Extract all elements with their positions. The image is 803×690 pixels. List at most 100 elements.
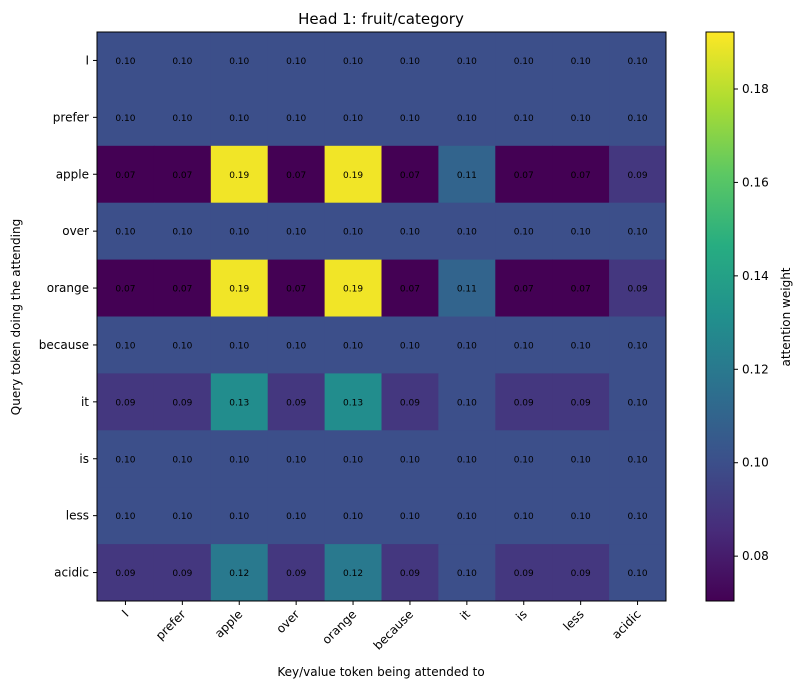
cell-value-label: 0.10 xyxy=(229,455,249,465)
heatmap-cell xyxy=(324,544,382,602)
heatmap-cell xyxy=(495,430,553,488)
heatmap-cell xyxy=(609,487,667,545)
cell-value-label: 0.09 xyxy=(172,569,192,579)
y-tick-label: it xyxy=(81,395,89,409)
cell-value-label: 0.09 xyxy=(400,398,420,408)
cell-value-label: 0.09 xyxy=(286,569,306,579)
heatmap-cell xyxy=(552,259,610,317)
cell-value-label: 0.09 xyxy=(571,398,591,408)
heatmap-cell xyxy=(210,145,269,204)
cell-value-label: 0.07 xyxy=(571,285,591,295)
colorbar-gradient xyxy=(706,32,734,601)
cell-value-label: 0.09 xyxy=(514,398,534,408)
cell-value-label: 0.10 xyxy=(286,228,306,238)
heatmap-cell xyxy=(97,430,155,488)
heatmap-cell xyxy=(552,32,610,90)
heatmap-cell xyxy=(324,88,382,147)
heatmap-cell xyxy=(324,430,382,488)
heatmap-cell xyxy=(381,145,439,204)
cell-value-label: 0.10 xyxy=(628,512,648,522)
colorbar-tick-label: 0.10 xyxy=(742,456,769,470)
cell-value-label: 0.10 xyxy=(286,512,306,522)
heatmap-cell xyxy=(153,430,212,488)
x-tick-label: it xyxy=(457,607,473,623)
cell-value-label: 0.11 xyxy=(457,285,477,295)
heatmap-cell xyxy=(552,145,610,204)
colorbar-tick-label: 0.12 xyxy=(742,362,769,376)
chart-title: Head 1: fruit/category xyxy=(298,10,464,28)
cell-value-label: 0.10 xyxy=(514,341,534,351)
y-tick-label: acidic xyxy=(54,566,89,580)
x-tick-label: acidic xyxy=(609,607,644,642)
cell-value-label: 0.10 xyxy=(115,455,135,465)
cell-value-label: 0.09 xyxy=(400,569,420,579)
heatmap-cell xyxy=(267,487,326,545)
cell-value-label: 0.10 xyxy=(229,341,249,351)
heatmap-cell xyxy=(381,430,439,488)
heatmap-cell xyxy=(267,145,326,204)
cell-value-label: 0.19 xyxy=(343,285,363,295)
cell-value-label: 0.12 xyxy=(343,569,363,579)
cell-value-label: 0.10 xyxy=(400,228,420,238)
cell-value-label: 0.10 xyxy=(286,114,306,124)
cell-value-label: 0.10 xyxy=(343,114,363,124)
cell-value-label: 0.10 xyxy=(457,512,477,522)
heatmap-cell xyxy=(97,145,155,204)
colorbar-tick-label: 0.16 xyxy=(742,175,769,189)
cell-value-label: 0.10 xyxy=(172,341,192,351)
y-tick-label: I xyxy=(85,53,89,67)
cell-value-label: 0.10 xyxy=(457,57,477,67)
heatmap-cell xyxy=(324,316,382,374)
cell-value-label: 0.10 xyxy=(457,398,477,408)
x-tick-label: prefer xyxy=(153,607,189,643)
cell-value-label: 0.07 xyxy=(400,171,420,181)
cell-value-label: 0.10 xyxy=(514,228,534,238)
heatmap-cell xyxy=(210,544,269,602)
heatmap-cell xyxy=(97,487,155,545)
cell-value-label: 0.10 xyxy=(343,512,363,522)
heatmap-cell xyxy=(210,430,269,488)
heatmap-cell xyxy=(153,487,212,545)
colorbar-tick-label: 0.14 xyxy=(742,269,769,283)
cell-value-label: 0.07 xyxy=(571,171,591,181)
cell-value-label: 0.10 xyxy=(286,455,306,465)
heatmap-cell xyxy=(609,202,667,261)
cell-value-label: 0.07 xyxy=(400,285,420,295)
cell-value-label: 0.07 xyxy=(514,285,534,295)
heatmap-cell xyxy=(153,202,212,261)
heatmap-cell xyxy=(97,88,155,147)
heatmap-cell xyxy=(267,544,326,602)
heatmap-cell xyxy=(97,202,155,261)
cell-value-label: 0.10 xyxy=(628,455,648,465)
plot-frame xyxy=(96,31,667,602)
heatmap-cell xyxy=(495,316,553,374)
heatmap-cell xyxy=(552,88,610,147)
heatmap-cell xyxy=(495,487,553,545)
heatmap-cell xyxy=(97,32,155,90)
cell-value-label: 0.07 xyxy=(115,171,135,181)
cell-value-label: 0.10 xyxy=(115,114,135,124)
heatmap-cell xyxy=(438,202,496,261)
heatmap-cell xyxy=(552,544,610,602)
heatmap-cell xyxy=(609,88,667,147)
cell-value-label: 0.10 xyxy=(343,455,363,465)
heatmap-cell xyxy=(324,259,382,317)
heatmap-cell xyxy=(381,487,439,545)
heatmap-cell xyxy=(609,430,667,488)
cell-value-label: 0.10 xyxy=(628,398,648,408)
cell-value-label: 0.13 xyxy=(229,398,249,408)
heatmap-cell xyxy=(97,373,155,431)
heatmap-cell xyxy=(267,373,326,431)
heatmap-cell xyxy=(609,32,667,90)
heatmap-cell xyxy=(267,88,326,147)
y-tick-label: orange xyxy=(47,281,89,295)
heatmap-cell xyxy=(495,88,553,147)
cell-value-label: 0.12 xyxy=(229,569,249,579)
cell-value-label: 0.09 xyxy=(514,569,534,579)
heatmap-cell xyxy=(609,145,667,204)
heatmap-cell xyxy=(210,202,269,261)
heatmap-cell xyxy=(438,259,496,317)
y-axis-label: Query token doing the attending xyxy=(9,219,23,415)
heatmap-cell xyxy=(552,373,610,431)
